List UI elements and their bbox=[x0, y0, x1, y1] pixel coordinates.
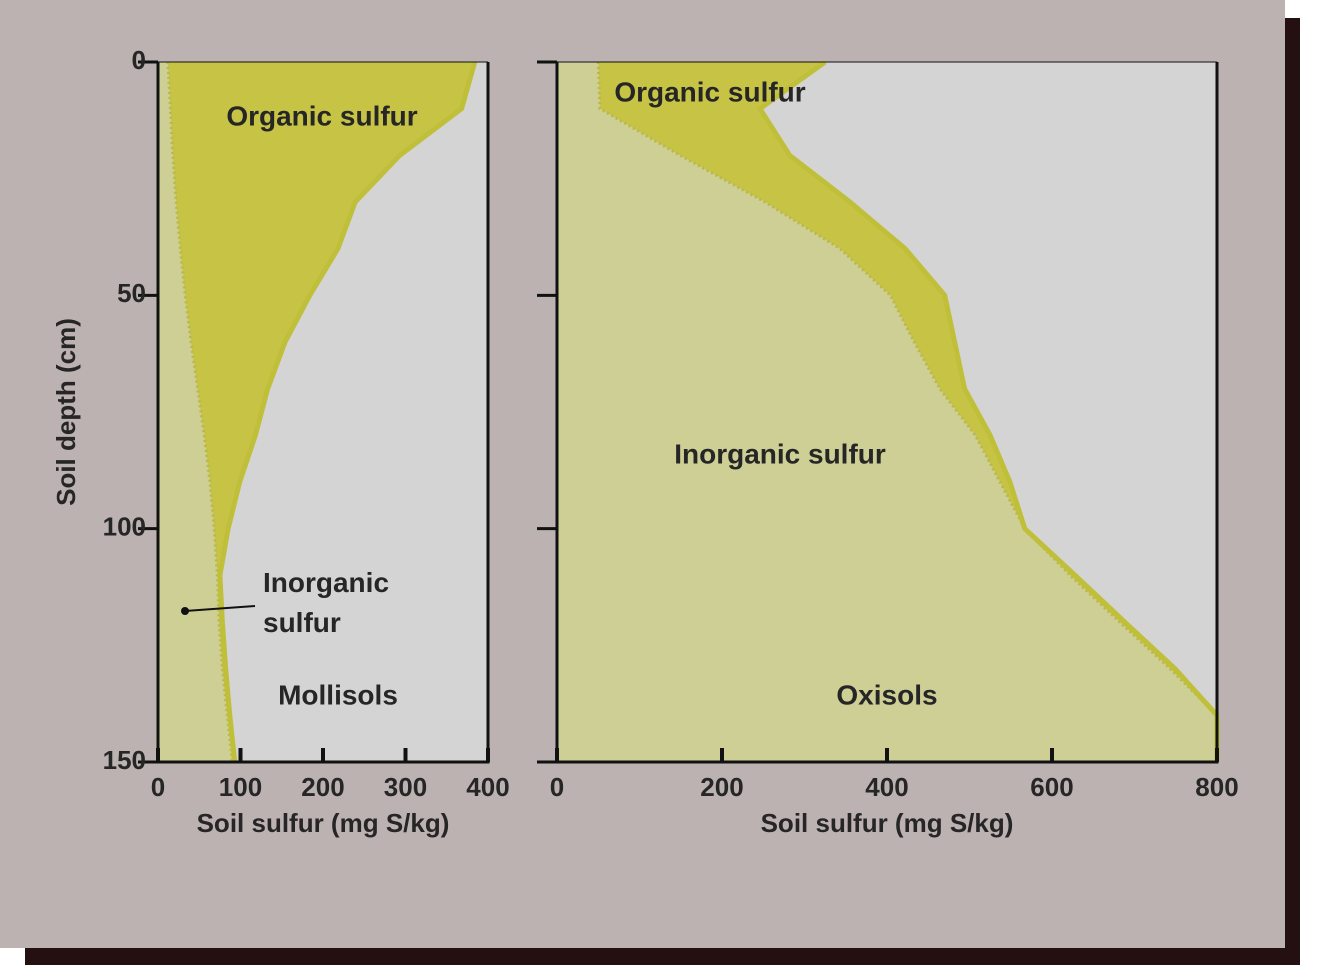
series-label-text: Inorganic sulfur bbox=[263, 567, 390, 638]
y-tick-label: 50 bbox=[117, 278, 146, 308]
leader-line bbox=[184, 605, 256, 612]
area bbox=[598, 62, 1217, 762]
x-tick-label: 200 bbox=[301, 772, 344, 802]
area bbox=[557, 62, 1217, 762]
panel-title: Mollisols bbox=[278, 679, 398, 710]
leader-dot bbox=[181, 607, 189, 615]
x-tick-label: 200 bbox=[700, 772, 743, 802]
boundary-dotted bbox=[596, 61, 1219, 762]
y-tick-label: 150 bbox=[103, 745, 146, 775]
area bbox=[158, 62, 233, 762]
boundary-line bbox=[217, 61, 478, 763]
area bbox=[167, 62, 475, 762]
series-label: Inorganic sulfur bbox=[263, 567, 390, 638]
series-label: Inorganic sulfur bbox=[674, 438, 886, 469]
x-tick-label: 600 bbox=[1030, 772, 1073, 802]
y-tick-label: 100 bbox=[103, 512, 146, 542]
x-tick-label: 300 bbox=[384, 772, 427, 802]
x-tick-label: 400 bbox=[466, 772, 509, 802]
x-tick-label: 100 bbox=[219, 772, 262, 802]
panel-title: Oxisols bbox=[836, 679, 937, 710]
x-axis-label: Soil sulfur (mg S/kg) bbox=[761, 808, 1014, 838]
boundary-dotted bbox=[166, 61, 234, 763]
y-axis-label: Soil depth (cm) bbox=[51, 318, 81, 506]
x-tick-label: 0 bbox=[151, 772, 165, 802]
x-tick-label: 400 bbox=[865, 772, 908, 802]
series-label: Organic sulfur bbox=[614, 76, 805, 107]
x-axis-label: Soil sulfur (mg S/kg) bbox=[197, 808, 450, 838]
boundary-line bbox=[756, 59, 1220, 762]
x-tick-label: 0 bbox=[550, 772, 564, 802]
y-tick-label: 0 bbox=[132, 45, 146, 75]
series-label: Organic sulfur bbox=[226, 100, 417, 131]
x-tick-label: 800 bbox=[1195, 772, 1238, 802]
